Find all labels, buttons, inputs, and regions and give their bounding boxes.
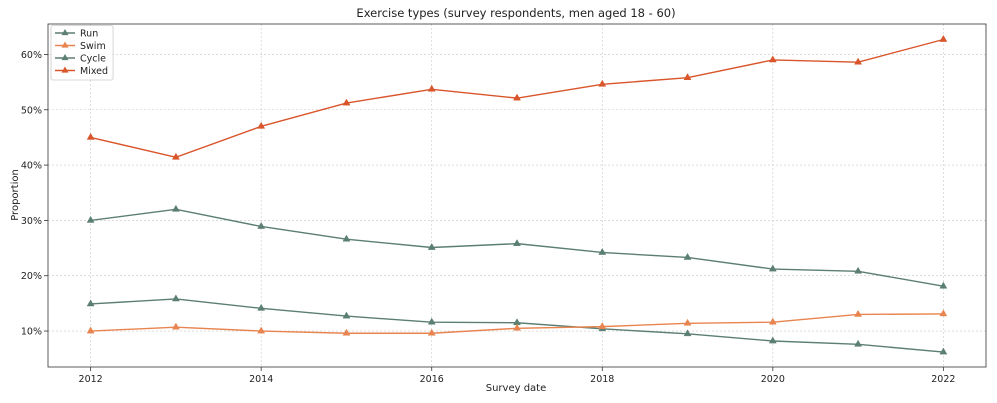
data-point-mixed — [171, 152, 180, 160]
y-tick-label: 60% — [21, 50, 42, 61]
data-point-mixed — [257, 121, 266, 129]
legend-label: Run — [80, 29, 98, 40]
data-point-swim — [768, 317, 777, 325]
y-tick-label: 40% — [21, 161, 42, 172]
x-tick-label: 2020 — [761, 374, 785, 385]
legend-item-swim: Swim — [55, 41, 106, 52]
data-point-swim — [171, 322, 180, 330]
data-point-swim — [683, 318, 692, 326]
plot-area-frame — [47, 23, 987, 368]
data-point-mixed — [86, 132, 95, 140]
legend-item-cycle: Cycle — [55, 54, 106, 65]
x-tick-label: 2022 — [931, 374, 955, 385]
x-tick-label: 2016 — [420, 374, 444, 385]
data-point-run — [342, 311, 351, 319]
data-point-cycle — [86, 215, 95, 223]
data-point-cycle — [683, 252, 692, 260]
series-line-cycle — [90, 208, 944, 287]
data-point-swim — [86, 326, 95, 334]
series-mixed — [86, 34, 948, 160]
y-tick-label: 10% — [21, 327, 42, 338]
data-point-run — [427, 317, 436, 325]
data-point-cycle — [513, 239, 521, 246]
data-point-swim — [939, 309, 948, 317]
data-point-mixed — [598, 79, 607, 87]
data-point-mixed — [854, 57, 863, 65]
legend-label: Swim — [80, 41, 106, 52]
series-swim — [86, 309, 948, 336]
chart-title: Exercise types (survey respondents, men … — [356, 6, 675, 20]
legend-item-run: Run — [55, 29, 98, 40]
data-point-cycle — [768, 264, 777, 272]
data-point-swim — [598, 322, 607, 329]
series-lines — [86, 34, 948, 355]
legend-frame — [50, 25, 114, 81]
legend-label: Cycle — [80, 54, 106, 65]
data-point-cycle — [427, 242, 436, 250]
x-tick-label: 2018 — [590, 374, 614, 385]
y-axis-label: Proportion — [10, 169, 21, 221]
data-point-run — [939, 347, 948, 355]
data-point-run — [683, 329, 692, 337]
data-point-run — [768, 336, 777, 344]
series-run — [86, 294, 948, 355]
data-point-mixed — [513, 93, 521, 101]
x-tick-label: 2014 — [249, 374, 273, 385]
legend-label: Mixed — [80, 66, 108, 77]
data-point-run — [171, 294, 180, 302]
data-point-mixed — [427, 84, 436, 92]
data-point-cycle — [939, 281, 948, 289]
legend-marker — [61, 41, 69, 48]
x-tick-label: 2012 — [79, 374, 103, 385]
data-point-run — [854, 339, 863, 347]
legend-marker — [61, 66, 69, 73]
data-point-cycle — [854, 266, 863, 274]
data-point-mixed — [768, 55, 777, 63]
data-point-cycle — [257, 221, 266, 229]
y-tick-label: 20% — [21, 271, 42, 282]
data-point-swim — [257, 326, 266, 334]
data-point-mixed — [683, 73, 692, 80]
legend-marker — [61, 53, 69, 61]
series-cycle — [86, 204, 948, 289]
data-point-cycle — [171, 204, 180, 212]
data-point-cycle — [598, 247, 607, 255]
data-point-mixed — [342, 98, 351, 106]
data-point-mixed — [939, 34, 948, 42]
legend-item-mixed: Mixed — [55, 66, 108, 77]
data-point-swim — [427, 328, 436, 336]
y-tick-label: 50% — [21, 105, 42, 116]
data-point-swim — [513, 323, 521, 331]
data-point-cycle — [342, 234, 351, 242]
data-point-run — [86, 299, 95, 307]
y-tick-label: 30% — [21, 216, 42, 227]
data-point-run — [257, 303, 266, 311]
data-point-swim — [342, 328, 351, 336]
data-point-swim — [854, 309, 863, 317]
x-axis-label: Survey date — [486, 383, 547, 394]
axis-ticks: 2012 2014 2016 2018 2020 2022 10% 20% 30% 40% 50% 6… — [21, 50, 956, 385]
legend-marker — [61, 28, 69, 36]
